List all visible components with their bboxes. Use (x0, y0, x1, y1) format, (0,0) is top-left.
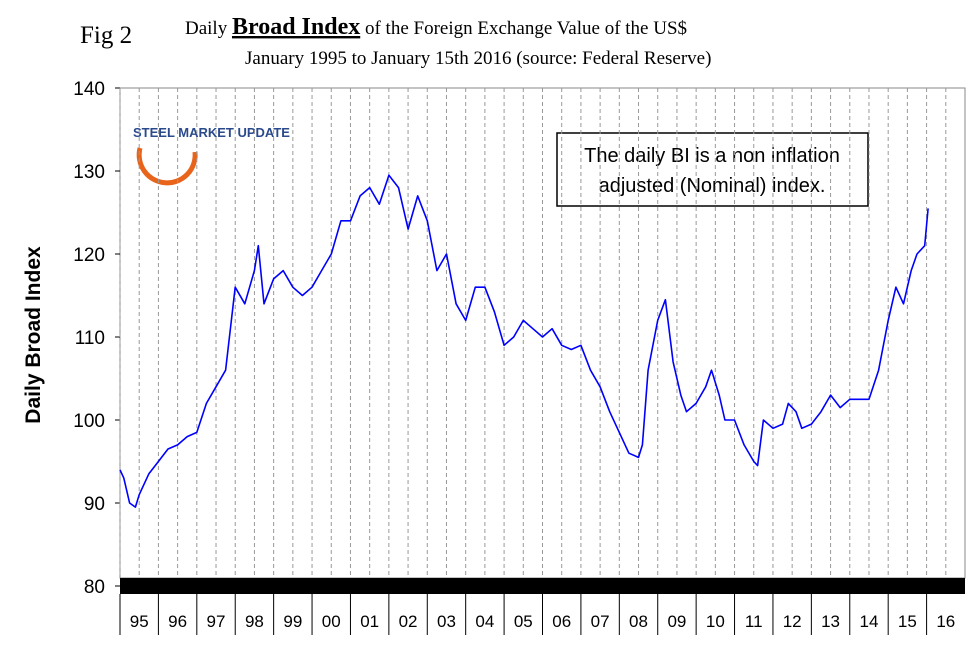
annotation-line: The daily BI is a non inflation (584, 145, 840, 167)
title-suffix: of the Foreign Exchange Value of the US$ (365, 18, 687, 39)
x-tick-label: 12 (783, 612, 802, 631)
y-tick-label: 110 (75, 328, 105, 349)
logo-arc (136, 147, 198, 186)
annotation-box (556, 132, 869, 207)
plot-area: 80 90 100 110 120 130 140 95 96 97 98 99 00 01 02 03 04 0… (73, 79, 966, 635)
x-tick-label: 06 (552, 612, 571, 631)
x-tick-label: 99 (283, 612, 302, 631)
title-prefix: Daily (185, 18, 228, 39)
x-tick-label: 14 (860, 612, 879, 631)
title-emphasis: Broad Index (232, 14, 360, 40)
figure-label: Fig 2 (80, 22, 132, 49)
chart-subtitle: January 1995 to January 15th 2016 (sourc… (245, 48, 711, 69)
y-axis-label: Daily Broad Index (22, 246, 45, 424)
x-tick-label: 16 (936, 612, 955, 631)
logo: STEEL MARKET UPDATE (133, 125, 290, 140)
x-tick-label: 00 (322, 612, 341, 631)
x-axis-band (120, 578, 965, 594)
y-tick-label: 90 (84, 494, 105, 515)
x-tick-label: 15 (898, 612, 917, 631)
y-tick-label: 140 (73, 79, 105, 100)
x-tick-label: 04 (475, 612, 494, 631)
y-tick-label: 80 (84, 577, 105, 598)
y-tick-label: 100 (73, 411, 105, 432)
x-tick-label: 03 (437, 612, 456, 631)
x-tick-label: 05 (514, 612, 533, 631)
chart-title: Daily Broad Index of the Foreign Exchang… (185, 14, 687, 40)
y-tick-label: 130 (73, 162, 105, 183)
x-tick-label: 08 (629, 612, 648, 631)
x-tick-label: 09 (667, 612, 686, 631)
x-tick-label: 98 (245, 612, 264, 631)
x-tick-label: 11 (745, 612, 763, 631)
x-tick-label: 02 (399, 612, 418, 631)
x-tick-label: 07 (591, 612, 610, 631)
x-tick-label: 95 (130, 612, 149, 631)
y-tick-label: 120 (73, 245, 105, 266)
x-tick-label: 01 (360, 612, 379, 631)
annotation-line: adjusted (Nominal) index. (599, 175, 826, 197)
x-tick-label: 10 (706, 612, 725, 631)
x-tick-label: 97 (207, 612, 226, 631)
x-tick-label: 13 (821, 612, 840, 631)
x-tick-label: 96 (168, 612, 187, 631)
series-line (119, 174, 929, 508)
